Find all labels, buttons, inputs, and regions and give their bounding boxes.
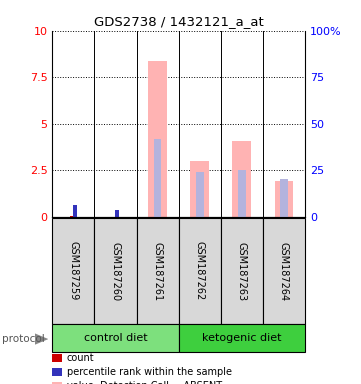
Bar (196, 172, 204, 217)
Bar (52, 218, 95, 324)
Bar (190, 161, 209, 217)
Bar (154, 139, 161, 217)
Text: GSM187264: GSM187264 (279, 242, 289, 301)
Text: protocol: protocol (2, 334, 44, 344)
Bar (274, 180, 293, 217)
Bar (179, 218, 221, 324)
Text: count: count (67, 353, 95, 363)
Text: value, Detection Call = ABSENT: value, Detection Call = ABSENT (67, 381, 222, 384)
Bar (232, 141, 251, 217)
Bar (95, 218, 136, 324)
Text: ketogenic diet: ketogenic diet (202, 333, 282, 343)
Bar (136, 218, 179, 324)
Bar (280, 179, 288, 217)
Bar (73, 205, 77, 217)
Bar (70, 216, 74, 217)
Bar (52, 324, 179, 352)
Text: GSM187262: GSM187262 (195, 242, 205, 301)
Text: GSM187261: GSM187261 (153, 242, 163, 301)
Text: GSM187260: GSM187260 (110, 242, 121, 301)
Bar (179, 324, 305, 352)
Polygon shape (35, 333, 48, 345)
Title: GDS2738 / 1432121_a_at: GDS2738 / 1432121_a_at (94, 15, 264, 28)
Text: control diet: control diet (84, 333, 147, 343)
Bar (238, 170, 245, 217)
Bar (148, 61, 167, 217)
Text: GSM187263: GSM187263 (237, 242, 247, 301)
Text: percentile rank within the sample: percentile rank within the sample (67, 367, 232, 377)
Bar (263, 218, 305, 324)
Text: GSM187259: GSM187259 (68, 242, 78, 301)
Bar (115, 210, 119, 217)
Bar (221, 218, 263, 324)
